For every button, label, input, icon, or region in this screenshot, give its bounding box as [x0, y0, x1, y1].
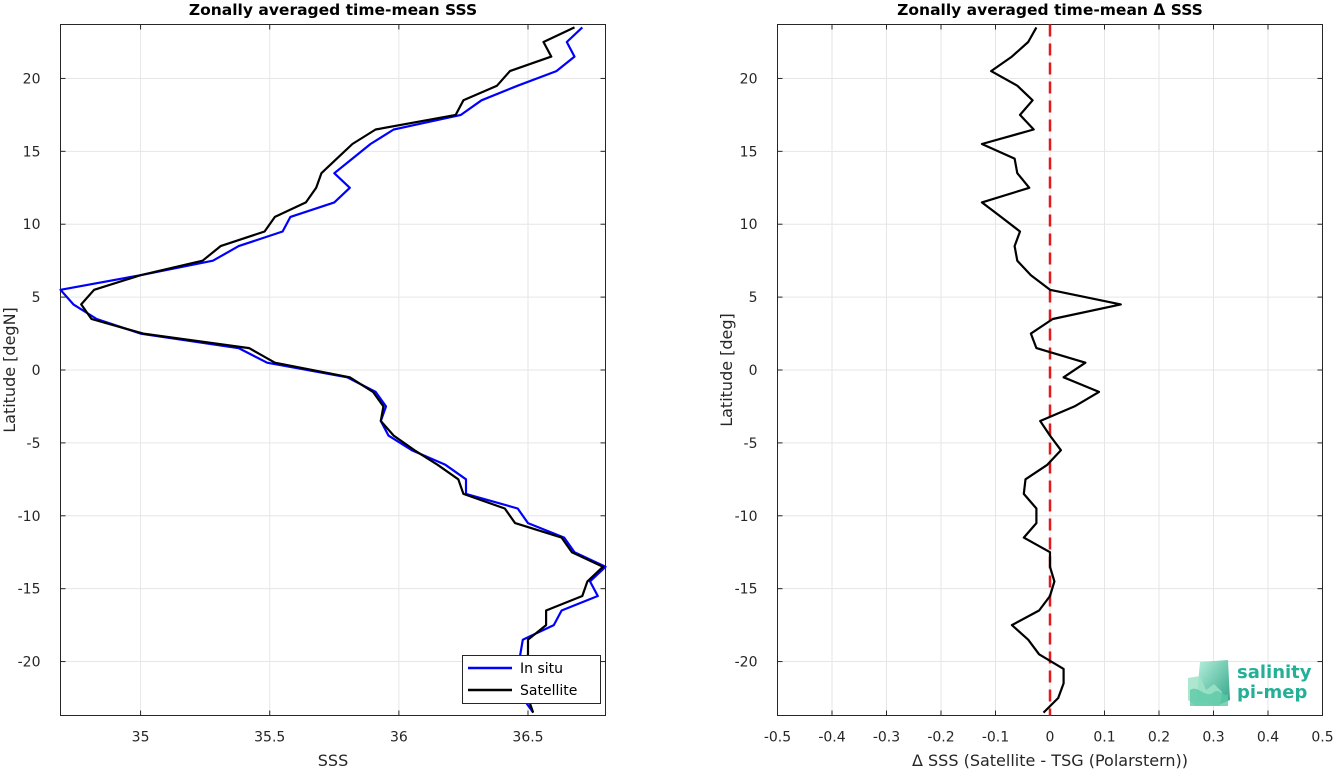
- left-series: [59, 26, 607, 714]
- right-x-tick-label: 0.5: [1311, 730, 1333, 746]
- left-y-tick-label: 20: [23, 71, 41, 87]
- right-y-axis-label: Latitude [deg]: [717, 313, 736, 427]
- right-y-tick-label: -5: [744, 436, 758, 452]
- legend-label-satellite: Satellite: [520, 683, 577, 699]
- left-x-tick-label: 35.5: [254, 730, 285, 746]
- wave-stack-icon: [1188, 660, 1230, 706]
- right-x-tick-label: -0.3: [873, 730, 900, 746]
- right-y-tick-label: -15: [735, 582, 758, 598]
- right-series-line-delta-sss: [980, 26, 1122, 714]
- right-x-axis-label: Δ SSS (Satellite - TSG (Polarstern)): [912, 751, 1188, 769]
- right-chart-title: Zonally averaged time-mean Δ SSS: [897, 1, 1203, 19]
- left-x-tick-label: 35: [132, 730, 150, 746]
- logo-text-pi-mep: pi-mep: [1237, 682, 1307, 703]
- right-x-tick-label: -0.2: [927, 730, 954, 746]
- left-y-tick-label: 0: [32, 363, 41, 379]
- right-y-tick-label: 0: [749, 363, 758, 379]
- right-x-tick-label: 0.1: [1093, 730, 1115, 746]
- legend-box: [462, 655, 601, 704]
- legend: In situ Satellite: [462, 655, 601, 704]
- right-y-tick-label: -10: [735, 509, 758, 525]
- left-y-tick-label: -20: [18, 655, 41, 671]
- right-chart: Zonally averaged time-mean Δ SSS -0.5 -0.…: [717, 1, 1334, 769]
- right-x-tick-label: 0.2: [1148, 730, 1170, 746]
- left-x-tick-label: 36: [390, 730, 408, 746]
- right-x-tick-label: -0.5: [764, 730, 791, 746]
- right-y-tick-label: -20: [735, 655, 758, 671]
- legend-label-in-situ: In situ: [520, 661, 563, 677]
- right-x-tick-label: 0.3: [1202, 730, 1224, 746]
- left-x-tick-label: 36.5: [512, 730, 543, 746]
- right-x-tick-label: 0.4: [1257, 730, 1279, 746]
- right-x-tick-label: -0.1: [982, 730, 1009, 746]
- salinity-pi-mep-logo: salinity pi-mep: [1188, 660, 1312, 706]
- left-ticks: 35 35.5 36 36.5 -20 -15 -10 -5 0 5 10 15 20: [18, 24, 606, 746]
- left-y-tick-label: 15: [23, 144, 41, 160]
- left-y-tick-label: 10: [23, 217, 41, 233]
- right-x-tick-label: -0.4: [818, 730, 845, 746]
- right-y-tick-label: 5: [749, 290, 758, 306]
- right-y-tick-label: 10: [740, 217, 758, 233]
- right-x-tick-label: 0: [1046, 730, 1055, 746]
- left-series-line-satellite: [80, 26, 605, 713]
- left-chart: Zonally averaged time-mean SSS 35 35.5 36 3…: [0, 1, 607, 769]
- right-y-tick-label: 15: [740, 144, 758, 160]
- right-series: [980, 24, 1122, 716]
- left-x-axis-label: SSS: [318, 751, 348, 769]
- left-chart-title: Zonally averaged time-mean SSS: [189, 1, 477, 19]
- left-y-axis-label: Latitude [degN]: [0, 307, 19, 433]
- left-y-tick-label: -15: [18, 582, 41, 598]
- left-grid: [60, 24, 606, 716]
- right-y-tick-label: 20: [740, 71, 758, 87]
- logo-text-salinity: salinity: [1237, 662, 1312, 683]
- left-y-tick-label: 5: [32, 290, 41, 306]
- left-y-tick-label: -5: [27, 436, 41, 452]
- right-ticks: -0.5 -0.4 -0.3 -0.2 -0.1 0 0.1 0.2 0.3 0.4 0.5 -20 -…: [735, 24, 1334, 746]
- left-y-tick-label: -10: [18, 509, 41, 525]
